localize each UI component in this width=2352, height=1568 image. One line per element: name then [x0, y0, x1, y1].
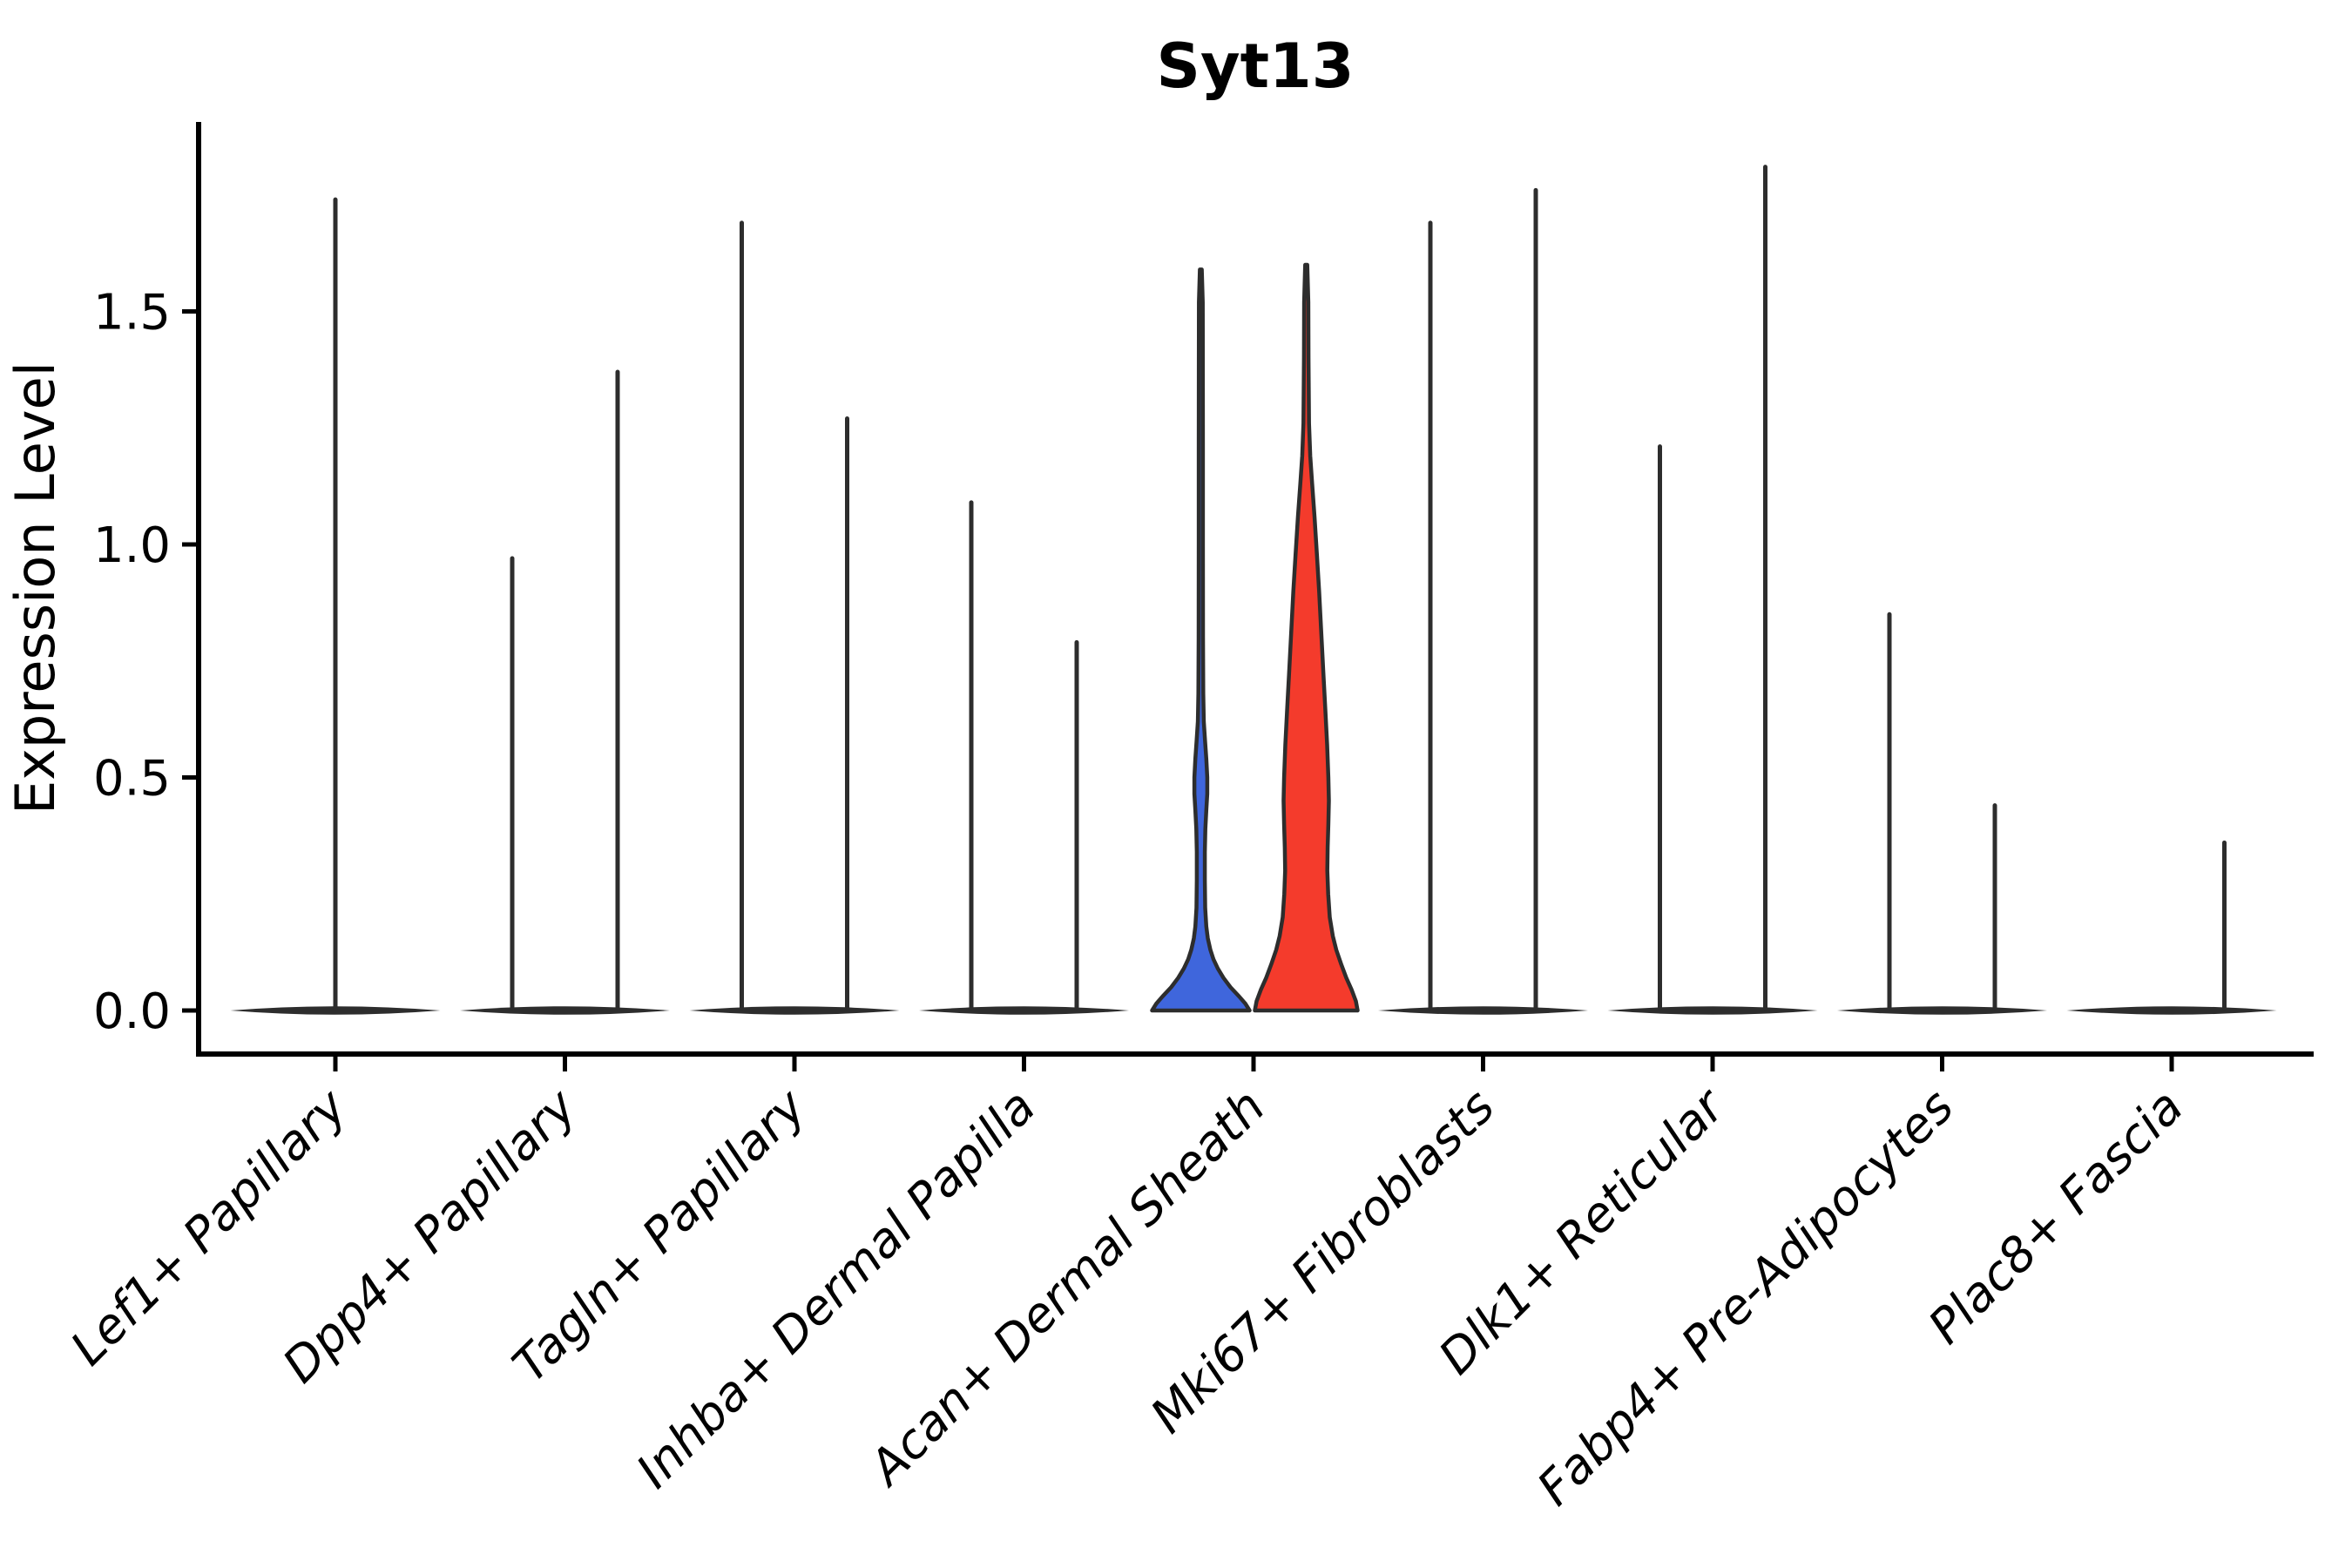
- violin-baseline-inhba-dermal-papilla: [919, 1006, 1129, 1015]
- y-axis-ticks: 0.0 0.5 1.0 1.5: [93, 285, 199, 1040]
- y-tick-label-1.5: 1.5: [93, 285, 171, 341]
- x-axis-label-acan-dermal-sheath: Acan+ Dermal Sheath: [857, 1078, 1276, 1497]
- violin-group-lef1-papillary: [230, 197, 441, 1015]
- violin-group-dlk1-reticular: [1607, 165, 1818, 1015]
- x-axis-ticks: [333, 1054, 2174, 1071]
- violin-group-acan-dermal-sheath: [1150, 262, 1360, 1013]
- violin-baseline-tagln-papillary: [689, 1006, 900, 1015]
- chart-title: Syt13: [1157, 30, 1355, 102]
- violins-layer: [230, 165, 2277, 1015]
- violin-acan-dermal-sheath-right: [1253, 262, 1360, 1013]
- violin-group-dpp4-papillary: [460, 369, 670, 1015]
- y-axis-label: Expression Level: [3, 362, 67, 814]
- violin-group-plac8-fascia: [2066, 840, 2277, 1015]
- violin-baseline-dpp4-papillary: [460, 1006, 670, 1015]
- violin-group-mki67-fibroblasts: [1378, 187, 1588, 1015]
- violin-group-tagln-papillary: [689, 220, 900, 1015]
- y-tick-label-0.0: 0.0: [93, 983, 171, 1040]
- violin-baseline-fabp4-pre-adipocytes: [1837, 1006, 2047, 1015]
- violin-group-inhba-dermal-papilla: [919, 500, 1129, 1015]
- x-axis-label-inhba-dermal-papilla: Inhba+ Dermal Papilla: [625, 1078, 1045, 1498]
- violin-baseline-dlk1-reticular: [1607, 1006, 1818, 1015]
- violin-baseline-mki67-fibroblasts: [1378, 1006, 1588, 1015]
- violin-group-fabp4-pre-adipocytes: [1837, 612, 2047, 1015]
- x-axis-label-fabp4-pre-adipocytes: Fabp4+ Pre-Adipocytes: [1526, 1078, 1963, 1516]
- y-tick-label-0.5: 0.5: [93, 751, 171, 808]
- y-tick-label-1.0: 1.0: [93, 517, 171, 574]
- violin-baseline-plac8-fascia: [2066, 1006, 2277, 1015]
- violin-acan-dermal-sheath-left: [1150, 267, 1252, 1013]
